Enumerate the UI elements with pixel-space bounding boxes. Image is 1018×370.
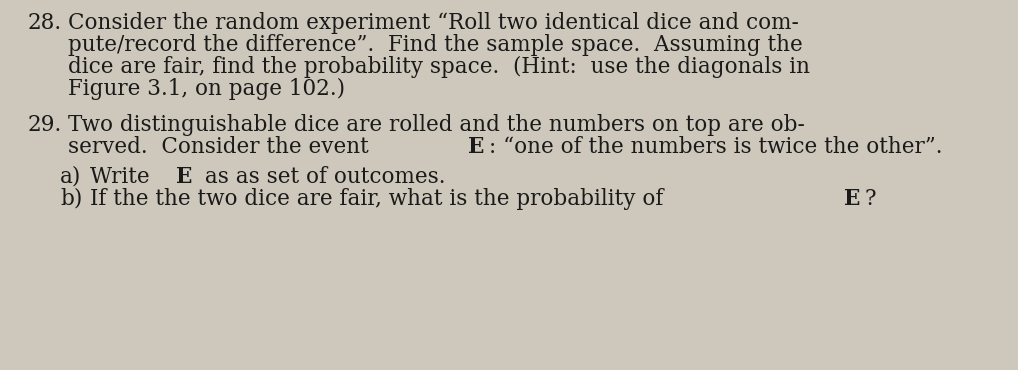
Text: a): a)	[60, 166, 81, 188]
Text: 29.: 29.	[29, 114, 62, 136]
Text: served.  Consider the event: served. Consider the event	[68, 136, 376, 158]
Text: Write: Write	[90, 166, 157, 188]
Text: E: E	[467, 136, 484, 158]
Text: dice are fair, find the probability space.  (Hint:  use the diagonals in: dice are fair, find the probability spac…	[68, 56, 810, 78]
Text: E: E	[176, 166, 192, 188]
Text: : “one of the numbers is twice the other”.: : “one of the numbers is twice the other…	[489, 136, 943, 158]
Text: Consider the random experiment “Roll two identical dice and com-: Consider the random experiment “Roll two…	[68, 12, 799, 34]
Text: Figure 3.1, on page 102.): Figure 3.1, on page 102.)	[68, 78, 345, 100]
Text: b): b)	[60, 188, 82, 210]
Text: If the the two dice are fair, what is the probability of: If the the two dice are fair, what is th…	[90, 188, 670, 210]
Text: as as set of outcomes.: as as set of outcomes.	[197, 166, 445, 188]
Text: Two distinguishable dice are rolled and the numbers on top are ob-: Two distinguishable dice are rolled and …	[68, 114, 805, 136]
Text: pute/record the difference”.  Find the sample space.  Assuming the: pute/record the difference”. Find the sa…	[68, 34, 803, 56]
Text: E: E	[844, 188, 860, 210]
Text: ?: ?	[865, 188, 876, 210]
Text: 28.: 28.	[29, 12, 62, 34]
